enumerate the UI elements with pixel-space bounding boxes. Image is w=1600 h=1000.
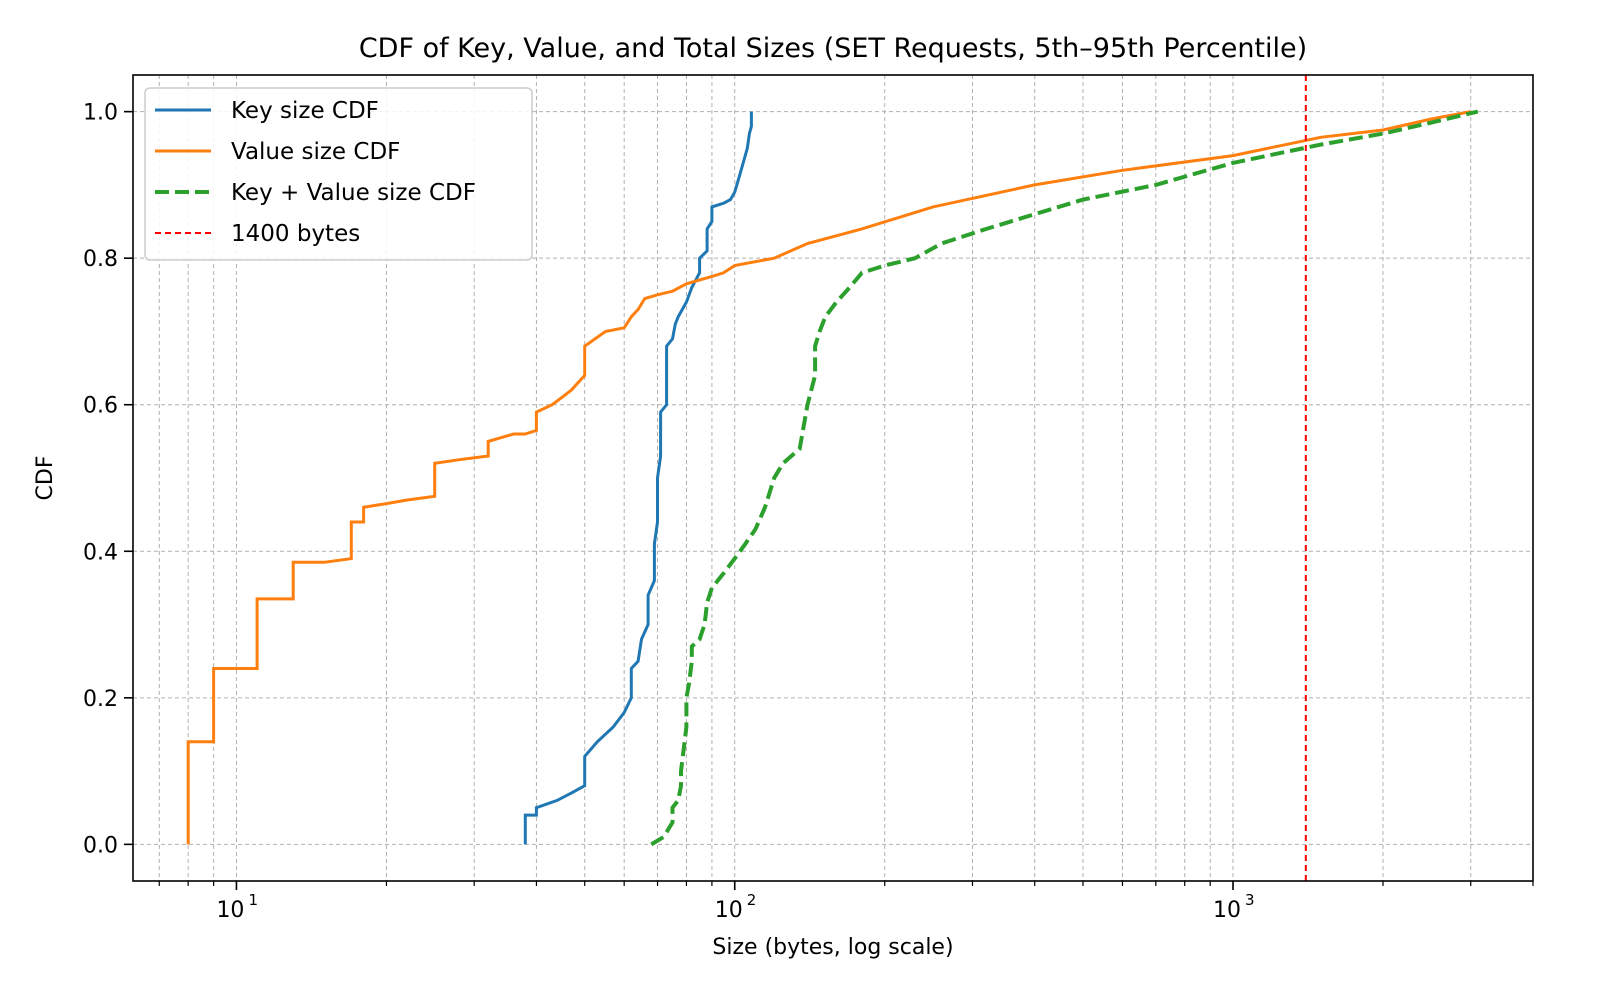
x-tick-exponent: 1: [248, 891, 258, 909]
x-tick-label: 10: [1213, 898, 1241, 923]
series-line-key-value-size-cdf: [650, 109, 1479, 847]
x-tick-label: 10: [715, 898, 743, 923]
legend-label: Key size CDF: [231, 98, 379, 124]
series-line-key-size-cdf: [523, 111, 753, 845]
y-axis-label: CDF: [33, 456, 58, 501]
legend-box: [144, 87, 533, 261]
y-tick-label: 0.6: [83, 394, 118, 419]
x-tick-label: 10: [216, 898, 244, 923]
x-tick-exponent: 3: [1245, 891, 1255, 909]
y-tick-label: 0.8: [83, 247, 118, 272]
x-tick-exponent: 2: [747, 891, 757, 909]
plot-lines: [186, 75, 1479, 881]
ticks: 10 1 10 2 10 30.00.20.40.60.81.0: [83, 101, 1534, 923]
plot-frame: [132, 74, 1534, 882]
y-tick-label: 0.4: [83, 540, 118, 565]
y-tick-label: 0.0: [83, 833, 118, 858]
series-line-value-size-cdf: [186, 110, 1471, 845]
legend: Key size CDF Value size CDF Key + Value si…: [144, 87, 533, 261]
y-tick-label: 0.2: [83, 687, 118, 712]
legend-label: Key + Value size CDF: [231, 180, 476, 206]
legend-label: Value size CDF: [231, 139, 400, 165]
y-tick-label: 1.0: [83, 101, 118, 126]
x-axis-label: Size (bytes, log scale): [712, 935, 953, 960]
chart-title: CDF of Key, Value, and Total Sizes (SET …: [359, 33, 1307, 64]
legend-label: 1400 bytes: [231, 221, 360, 247]
